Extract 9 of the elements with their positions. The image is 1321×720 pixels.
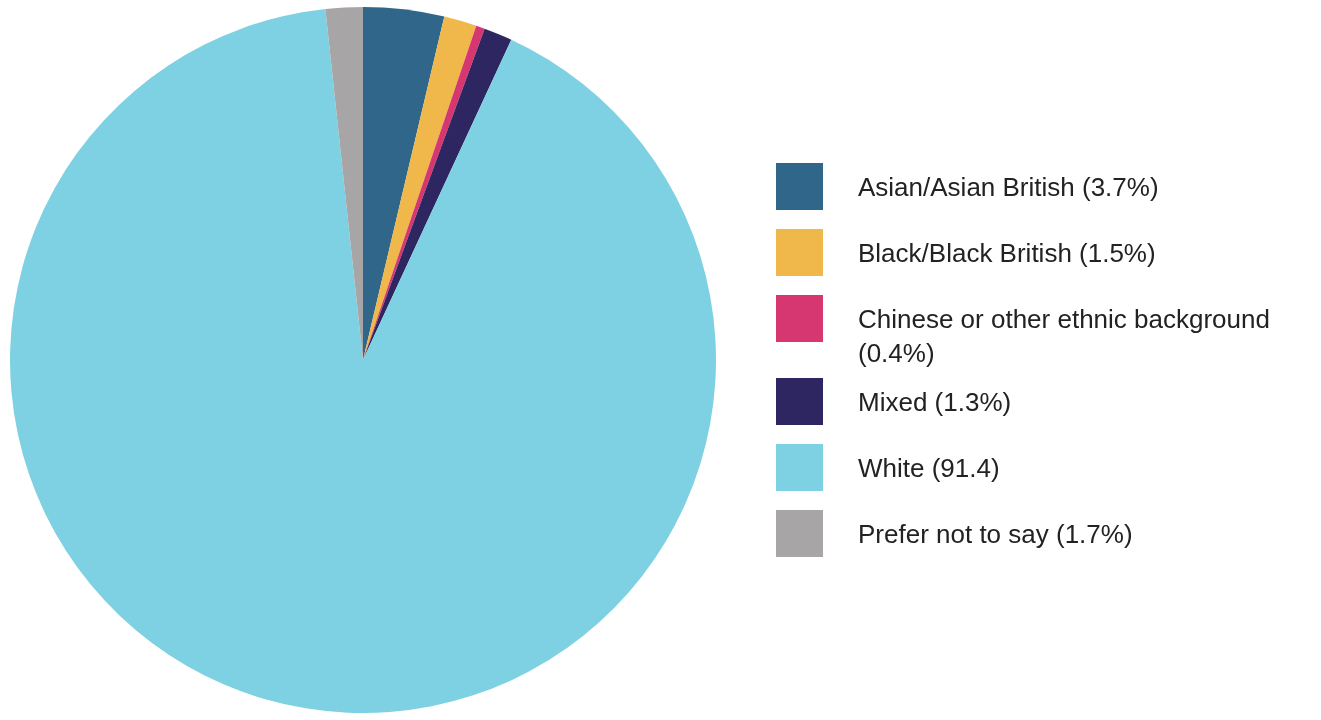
legend-label: Chinese or other ethnic background (0.4%) — [858, 304, 1270, 368]
pie-slice — [363, 28, 512, 360]
legend-label: Prefer not to say (1.7%) — [858, 519, 1133, 549]
pie-slice — [10, 9, 716, 713]
legend-label: Mixed (1.3%) — [858, 387, 1012, 417]
legend-label: Asian/Asian British (3.7%) — [858, 172, 1159, 202]
legend-label: Black/Black British (1.5%) — [858, 238, 1156, 268]
legend-label: White (91.4) — [858, 453, 1000, 483]
pie-slice — [363, 7, 445, 360]
